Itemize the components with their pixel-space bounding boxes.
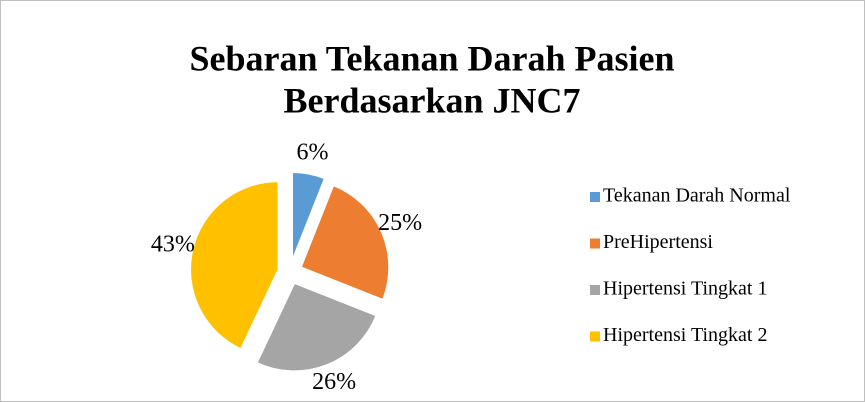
legend-label: Tekanan Darah Normal bbox=[603, 185, 791, 207]
data-label: 26% bbox=[312, 369, 356, 395]
legend-swatch bbox=[590, 238, 600, 249]
data-label: 25% bbox=[378, 210, 422, 236]
legend-label: PreHipertensi bbox=[603, 231, 713, 253]
pie-slice bbox=[291, 171, 326, 261]
data-label: 6% bbox=[296, 140, 328, 166]
chart-title: Sebaran Tekanan Darah Pasien bbox=[189, 38, 674, 78]
data-label: 43% bbox=[151, 231, 195, 257]
legend-label: Hipertensi Tingkat 2 bbox=[603, 324, 767, 346]
pie-slice bbox=[189, 180, 280, 351]
legend-swatch bbox=[590, 331, 600, 342]
pie-slice bbox=[255, 282, 378, 372]
chart-title: Berdasarkan JNC7 bbox=[283, 80, 580, 120]
pie-slice bbox=[300, 184, 390, 301]
legend-swatch bbox=[590, 192, 600, 202]
legend-swatch bbox=[590, 285, 600, 295]
legend-label: Hipertensi Tingkat 1 bbox=[603, 278, 767, 300]
